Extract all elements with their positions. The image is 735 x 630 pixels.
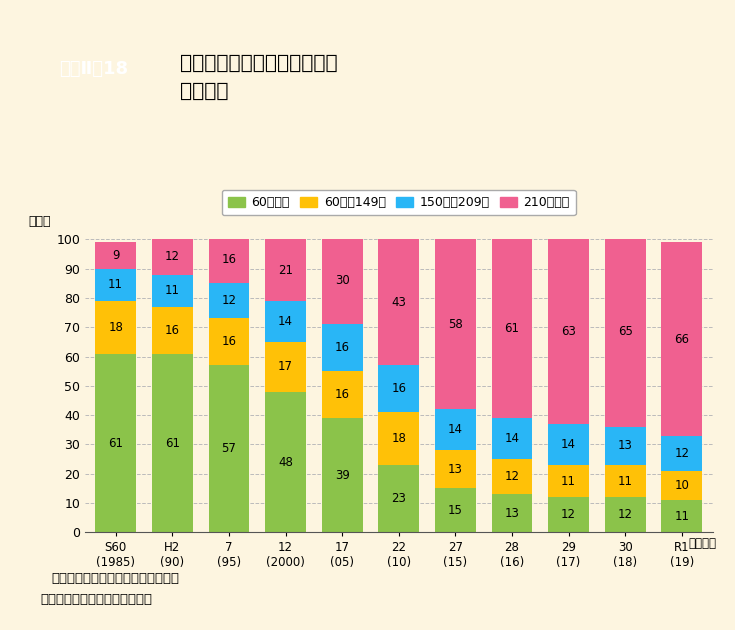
Text: 11: 11 [617,474,633,488]
Bar [605,236,645,427]
Text: 15: 15 [448,504,463,517]
Text: 17: 17 [278,360,293,374]
Bar [265,239,306,301]
Bar [322,371,362,418]
Text: 森林組合の雇用労働者の年間: 森林組合の雇用労働者の年間 [180,54,337,72]
Text: 12: 12 [561,508,576,521]
Bar [492,239,532,418]
Bar [322,324,362,371]
Bar [548,239,589,424]
Text: 14: 14 [278,315,293,328]
Bar [548,465,589,497]
Bar [548,424,589,465]
Text: 11: 11 [108,278,123,291]
Bar [152,307,193,353]
Bar [96,301,136,353]
Text: 16: 16 [391,382,406,395]
Bar [662,243,702,436]
Bar [322,236,362,324]
Bar [96,243,136,268]
Text: 48: 48 [278,455,293,469]
Text: 21: 21 [278,264,293,277]
Text: 資料Ⅱ－18: 資料Ⅱ－18 [59,60,129,78]
Bar [152,275,193,307]
Text: 16: 16 [221,335,237,348]
Bar [435,410,476,450]
Bar [265,392,306,532]
Text: 14: 14 [504,432,520,445]
Bar [209,319,249,365]
Bar [605,427,645,465]
Bar [492,418,532,459]
Bar [662,436,702,471]
Bar [322,418,362,532]
Text: 61: 61 [108,437,123,449]
Text: 14: 14 [561,438,576,451]
Bar [96,353,136,532]
Text: 11: 11 [674,510,689,523]
Text: 61: 61 [504,323,520,335]
Text: 11: 11 [561,474,576,488]
Text: 16: 16 [334,341,350,354]
Text: 9: 9 [112,249,119,262]
Text: 14: 14 [448,423,463,437]
Bar [209,284,249,319]
Text: 12: 12 [504,470,520,483]
Text: 11: 11 [165,284,180,297]
Text: 65: 65 [617,325,633,338]
Text: 16: 16 [221,253,237,266]
Text: 16: 16 [334,388,350,401]
Bar [435,450,476,488]
Bar [492,459,532,495]
Bar [152,239,193,275]
Bar [209,236,249,284]
Bar [662,500,702,532]
Bar [265,342,306,392]
Text: 13: 13 [448,463,463,476]
Text: 12: 12 [617,508,633,521]
Bar [435,239,476,410]
Text: 57: 57 [221,442,237,455]
Text: 30: 30 [334,274,350,287]
Text: 13: 13 [617,440,633,452]
Legend: 60日未満, 60日～149日, 150日～209日, 210日以上: 60日未満, 60日～149日, 150日～209日, 210日以上 [222,190,576,215]
Text: 16: 16 [165,324,180,336]
Text: 18: 18 [391,432,406,445]
Text: 12: 12 [674,447,689,460]
Text: 66: 66 [674,333,689,345]
Bar [379,412,419,465]
Bar [435,488,476,532]
Bar [152,353,193,532]
Bar [492,495,532,532]
Text: 43: 43 [391,296,406,309]
Text: 10: 10 [675,479,689,492]
Text: 12: 12 [165,251,180,263]
Bar [662,471,702,500]
Bar [265,301,306,342]
Bar [379,365,419,412]
Bar [379,465,419,532]
Text: （％）: （％） [28,215,51,227]
Text: 58: 58 [448,318,463,331]
Text: 12: 12 [221,294,237,307]
Text: （年度）: （年度） [689,537,717,550]
Bar [379,239,419,365]
Bar [605,497,645,532]
Text: 資料：林野庁「森林組合統計」: 資料：林野庁「森林組合統計」 [40,593,152,607]
Bar [209,365,249,532]
Text: 23: 23 [391,492,406,505]
Text: 13: 13 [504,507,520,520]
Text: 63: 63 [561,325,576,338]
Text: 注：計の不一致は四捨五入による。: 注：計の不一致は四捨五入による。 [51,572,179,585]
Text: 18: 18 [108,321,123,334]
Text: 39: 39 [334,469,350,482]
Bar [548,497,589,532]
Bar [96,268,136,301]
Text: 就業日数: 就業日数 [180,82,229,101]
Text: 61: 61 [165,437,180,449]
Bar [605,465,645,497]
